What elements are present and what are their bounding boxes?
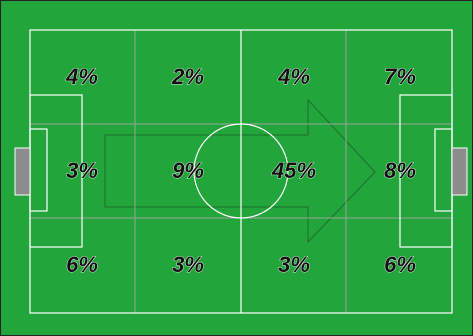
zone-label-r1-c4: 7% (384, 64, 416, 89)
zone-label-r3-c2: 3% (172, 252, 204, 277)
zone-label-r3-c3: 3% (278, 252, 310, 277)
zone-label-r1-c3: 4% (277, 64, 310, 89)
zone-label-r1-c1: 4% (65, 64, 98, 89)
left-goal (14, 147, 31, 196)
zone-label-r3-c4: 6% (384, 252, 416, 277)
right-goal (451, 147, 468, 196)
zone-label-r3-c1: 6% (66, 252, 98, 277)
zone-label-r2-c4: 8% (384, 158, 416, 183)
zone-label-r1-c2: 2% (171, 64, 204, 89)
zone-labels: 4% 2% 4% 7% 3% 9% 45% 8% 6% 3% 3% 6% (65, 63, 417, 277)
zone-label-r2-c3: 45% (271, 158, 316, 183)
attack-direction-arrow (104, 98, 376, 244)
zone-label-r2-c1: 3% (66, 158, 98, 183)
zone-label-r2-c2: 9% (172, 158, 204, 183)
centre-circle (193, 123, 289, 219)
